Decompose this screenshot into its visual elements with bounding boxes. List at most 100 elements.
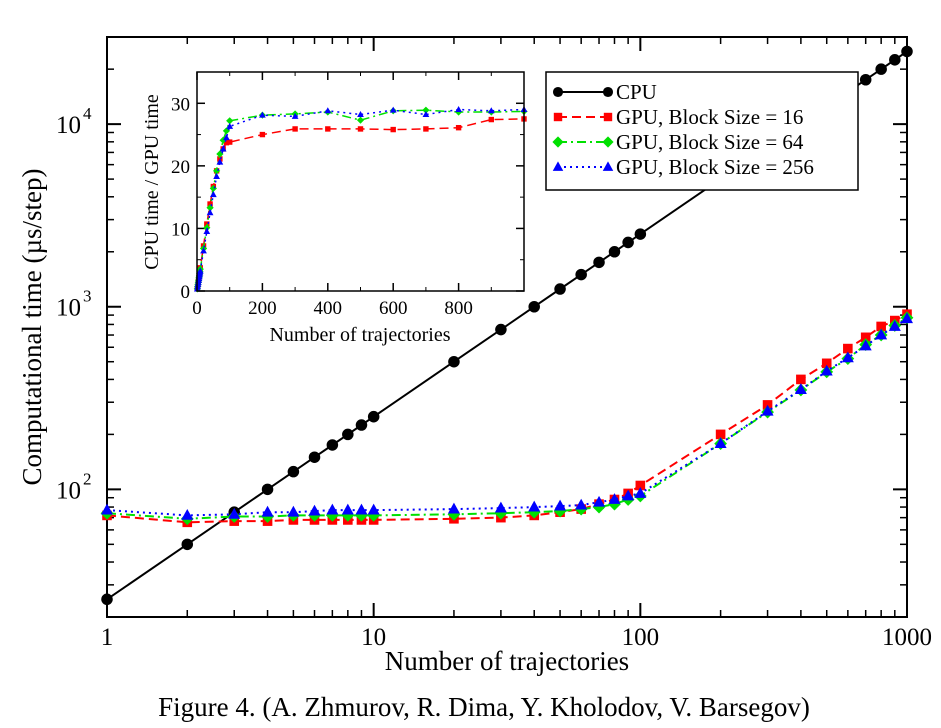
y-tick-label: 10 bbox=[56, 295, 81, 322]
data-point bbox=[876, 321, 886, 332]
data-point bbox=[287, 505, 300, 517]
x-tick-label: 1000 bbox=[882, 624, 932, 651]
data-point bbox=[228, 507, 241, 519]
inset-y-tick-label: 0 bbox=[181, 282, 191, 303]
y-tick-exponent: 2 bbox=[83, 469, 92, 488]
inset-data-point bbox=[487, 107, 495, 114]
inset-data-point bbox=[222, 127, 231, 135]
legend-label: CPU bbox=[616, 80, 657, 104]
inset-data-point bbox=[219, 145, 227, 152]
data-point bbox=[575, 498, 588, 510]
inset-y-tick-label: 30 bbox=[171, 94, 190, 115]
legend-item-gpu-block-size-16: GPU, Block Size = 16 bbox=[553, 105, 803, 129]
data-point bbox=[554, 499, 567, 511]
figure-caption: Figure 4. (A. Zhmurov, R. Dima, Y. Kholo… bbox=[158, 692, 810, 722]
inset-data-point bbox=[226, 117, 234, 125]
data-point bbox=[341, 503, 354, 515]
inset-y-axis-label: CPU time / GPU time bbox=[141, 94, 163, 270]
data-point bbox=[821, 358, 832, 369]
data-point bbox=[715, 429, 726, 440]
data-point bbox=[794, 383, 807, 394]
inset-x-tick-label: 200 bbox=[248, 298, 277, 319]
inset-data-point bbox=[356, 116, 365, 124]
legend-marker bbox=[602, 86, 614, 98]
data-point bbox=[608, 246, 621, 258]
inset-data-point bbox=[259, 111, 266, 118]
inset-data-point bbox=[216, 158, 224, 165]
data-point bbox=[859, 73, 872, 86]
inset-data-point bbox=[209, 191, 217, 198]
inset-series-line bbox=[196, 118, 525, 289]
data-point bbox=[608, 493, 621, 504]
legend-item-gpu-block-size-64: GPU, Block Size = 64 bbox=[552, 130, 804, 154]
data-point bbox=[634, 228, 647, 240]
inset-data-point bbox=[196, 267, 204, 274]
y-tick-label: 10 bbox=[56, 477, 81, 504]
x-tick-label: 1 bbox=[101, 624, 114, 651]
data-point bbox=[342, 428, 354, 441]
inset-data-point bbox=[324, 107, 332, 114]
inset-data-point bbox=[223, 140, 230, 146]
data-point bbox=[355, 419, 368, 431]
data-point bbox=[367, 410, 380, 423]
inset-data-point bbox=[291, 112, 299, 119]
inset-data-point bbox=[226, 122, 234, 129]
data-point bbox=[528, 300, 540, 313]
main-plot-frame bbox=[106, 36, 908, 618]
inset-data-point bbox=[422, 110, 430, 118]
inset-data-point bbox=[292, 126, 298, 132]
legend-marker bbox=[602, 161, 614, 171]
inset-data-point bbox=[389, 106, 397, 113]
x-tick-label: 10 bbox=[361, 624, 386, 651]
data-point bbox=[447, 502, 460, 514]
main-x-axis-label: Number of trajectories bbox=[385, 646, 629, 676]
data-point bbox=[901, 312, 913, 324]
inset-data-point bbox=[488, 116, 494, 123]
data-point bbox=[308, 451, 321, 463]
data-point bbox=[634, 487, 647, 498]
data-point bbox=[622, 489, 635, 501]
inset-data-point bbox=[455, 105, 462, 113]
data-point bbox=[901, 45, 913, 58]
inset-data-point bbox=[207, 201, 213, 207]
data-point bbox=[355, 509, 368, 522]
legend-label: GPU, Block Size = 64 bbox=[616, 130, 804, 154]
inset-data-point bbox=[423, 126, 429, 132]
inset-y-tick-label: 10 bbox=[171, 219, 190, 240]
data-point bbox=[261, 505, 274, 517]
series-gpu-block-size-256 bbox=[101, 312, 913, 520]
inset-x-tick-label: 600 bbox=[379, 298, 408, 319]
main-y-axis-label: Computational time (µs/step) bbox=[17, 168, 47, 485]
data-point bbox=[181, 509, 194, 520]
data-point bbox=[889, 54, 901, 66]
inset-data-point bbox=[422, 106, 430, 114]
legend-marker bbox=[552, 161, 564, 171]
data-point bbox=[326, 503, 339, 515]
data-point bbox=[367, 503, 380, 515]
legend-marker bbox=[603, 112, 613, 122]
legend-label: GPU, Block Size = 256 bbox=[616, 155, 814, 179]
inset-data-point bbox=[206, 209, 214, 216]
inset-data-point bbox=[325, 126, 331, 132]
data-point bbox=[635, 480, 646, 491]
data-point bbox=[888, 320, 901, 331]
data-point bbox=[593, 256, 605, 269]
inset-plot-background bbox=[197, 72, 524, 291]
inset-data-point bbox=[203, 227, 211, 235]
inset-x-axis-label: Number of trajectories bbox=[269, 324, 450, 346]
legend-marker bbox=[552, 86, 564, 98]
data-point bbox=[875, 328, 888, 340]
legend-label: GPU, Block Size = 16 bbox=[616, 105, 803, 129]
inset-data-point bbox=[213, 172, 220, 179]
inset-data-point bbox=[227, 139, 233, 145]
inset-data-point bbox=[390, 126, 396, 133]
data-point bbox=[181, 538, 194, 551]
data-point bbox=[101, 593, 113, 606]
series-line bbox=[106, 316, 908, 520]
data-point bbox=[860, 332, 871, 343]
data-point bbox=[355, 503, 368, 515]
legend-marker bbox=[552, 136, 564, 148]
data-point bbox=[287, 465, 300, 478]
inset-data-point bbox=[357, 126, 364, 132]
